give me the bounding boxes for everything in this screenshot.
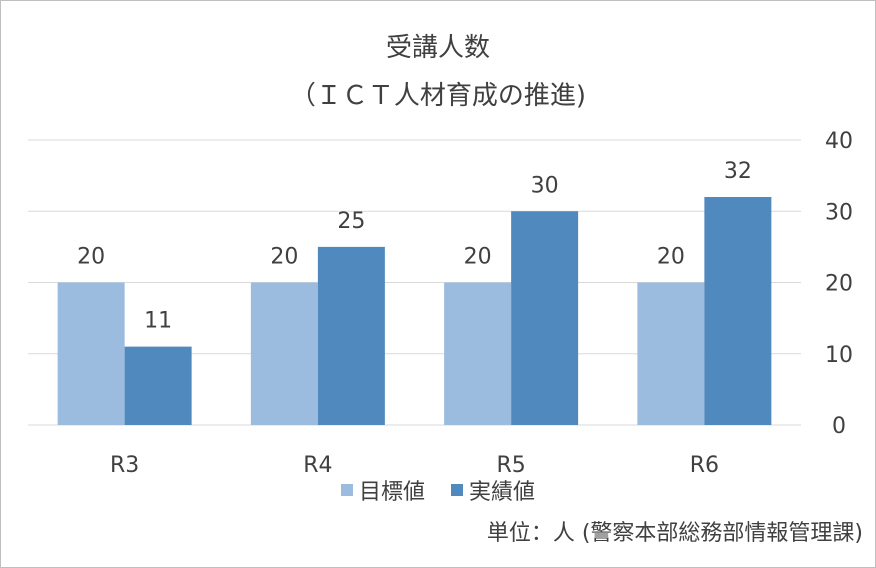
legend-label-target: 目標値 [358, 480, 425, 505]
data-label-R3-s1: 11 [144, 309, 172, 334]
x-tick-label-R4: R4 [303, 453, 332, 478]
y-tick-label-30: 30 [825, 200, 853, 225]
chart-title: 受講人数 [385, 33, 490, 63]
chart-subtitle: （ＩＣＴ人材育成の推進) [289, 81, 587, 111]
legend-swatch-target [340, 484, 353, 496]
bar-R4-s0 [250, 282, 318, 425]
y-tick-label-20: 20 [825, 272, 853, 297]
data-label-R4-s1: 25 [337, 209, 365, 234]
data-label-R5-s1: 30 [531, 173, 559, 198]
data-label-R3-s0: 20 [77, 245, 105, 270]
bar-R5-s0 [444, 282, 512, 425]
bar-R3-s1 [124, 346, 192, 425]
y-tick-label-40: 40 [825, 129, 853, 154]
data-label-R5-s0: 20 [464, 245, 492, 270]
bar-R6-s0 [637, 282, 705, 425]
x-tick-label-R6: R6 [690, 453, 719, 478]
x-tick-label-R5: R5 [496, 453, 525, 478]
bar-R5-s1 [511, 211, 579, 425]
legend-label-actual: 実績値 [469, 480, 536, 505]
x-tick-label-R3: R3 [110, 453, 139, 478]
bar-R4-s1 [317, 246, 385, 425]
data-label-R6-s0: 20 [657, 245, 685, 270]
legend-item-target: 目標値 [340, 474, 425, 506]
data-label-R4-s0: 20 [270, 245, 298, 270]
bar-R6-s1 [704, 197, 772, 425]
data-label-R6-s1: 32 [724, 159, 752, 184]
legend-swatch-actual [451, 484, 463, 496]
unit-source-note: 単位：人 (警察本部総務部情報管理課) [486, 521, 863, 546]
y-tick-label-10: 10 [825, 343, 853, 368]
y-tick-label-0: 0 [832, 414, 846, 439]
bar-R3-s0 [57, 282, 125, 425]
legend-item-actual: 実績値 [451, 474, 535, 506]
chart-legend: 目標値 実績値 [1, 474, 875, 506]
